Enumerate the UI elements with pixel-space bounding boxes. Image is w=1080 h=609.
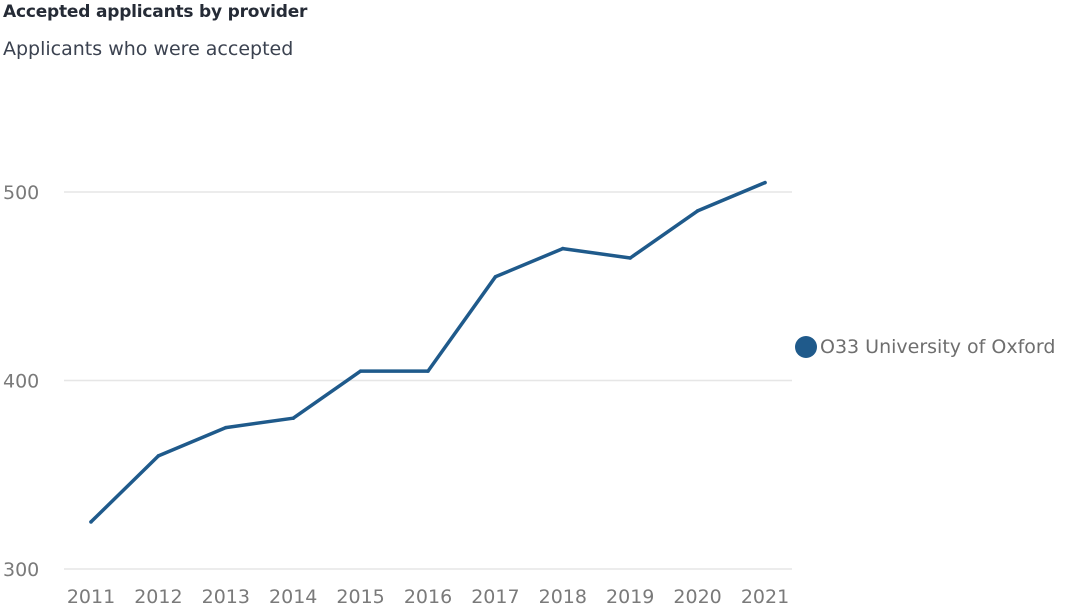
x-tick-label: 2017 [471,586,519,608]
x-tick-label: 2019 [606,586,654,608]
data-point[interactable] [89,520,93,524]
series-line[interactable] [89,180,767,524]
x-tick-label: 2016 [404,586,452,608]
y-tick-label: 500 [3,182,39,204]
legend-label: O33 University of Oxford [820,336,1056,358]
data-point[interactable] [291,416,295,420]
x-axis-ticks: 2011 2012 2013 2014 2015 2016 2017 2018 2019 2020… [67,586,789,608]
y-axis-ticks: 300 400 500 [3,182,39,581]
chart-title: Accepted applicants by provider [3,2,308,22]
legend-marker-icon [795,336,817,358]
y-tick-label: 400 [3,371,39,393]
x-tick-label: 2012 [134,586,182,608]
data-point[interactable] [156,454,161,458]
data-point[interactable] [561,246,565,251]
data-point[interactable] [493,275,498,279]
data-point[interactable] [628,256,632,260]
data-point[interactable] [358,369,363,373]
x-tick-label: 2018 [539,586,587,608]
x-tick-label: 2021 [741,586,789,608]
data-point[interactable] [695,209,700,213]
x-tick-label: 2014 [269,586,317,608]
gridlines [64,191,792,570]
y-tick-label: 300 [3,559,39,581]
series-lines [89,180,767,524]
chart-subtitle: Applicants who were accepted [3,38,294,60]
data-point[interactable] [426,369,430,373]
x-tick-label: 2011 [67,586,115,608]
data-point[interactable] [224,425,228,430]
x-tick-label: 2015 [336,586,384,608]
x-tick-label: 2020 [673,586,721,608]
legend[interactable]: O33 University of Oxford [795,336,1055,358]
data-point[interactable] [763,180,767,185]
x-tick-label: 2013 [202,586,250,608]
